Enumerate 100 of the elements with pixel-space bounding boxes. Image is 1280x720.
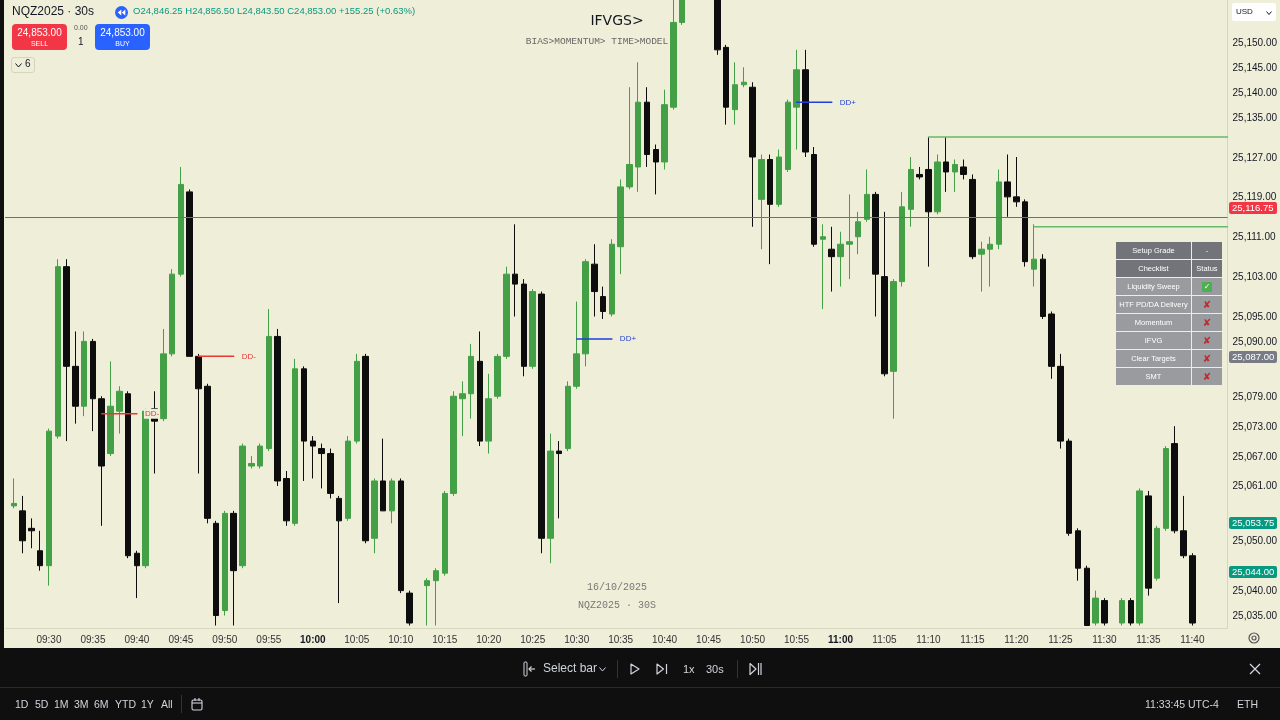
x-tick-label: 09:55 <box>256 633 282 645</box>
x-tick-label: 09:40 <box>124 633 150 645</box>
candlestick <box>362 353 369 544</box>
candlestick <box>872 191 879 317</box>
x-tick-label: 10:00 <box>300 633 327 645</box>
candlestick <box>230 510 237 627</box>
annotation: ✘ <box>1202 352 1212 365</box>
candlestick <box>749 81 756 228</box>
candlestick <box>371 477 378 554</box>
candlestick <box>785 99 791 173</box>
annotation: NQZ2025 · 30s <box>12 4 95 19</box>
candlestick <box>908 156 914 228</box>
candlestick <box>1066 438 1072 537</box>
candlestick <box>345 435 351 522</box>
annotation: NQZ2025 · 30S <box>577 600 657 612</box>
x-tick-label: 09:35 <box>80 633 106 645</box>
candlestick <box>1075 527 1081 582</box>
candlestick <box>600 286 606 320</box>
y-tick-label: 25,095.00 <box>1232 310 1278 322</box>
x-tick-label: 11:40 <box>1180 633 1205 645</box>
candlestick <box>424 577 430 627</box>
candlestick <box>1171 425 1178 534</box>
text: BIAS>MOMENTUM> TIME>MODEL <box>525 36 669 48</box>
text: 3M <box>74 698 89 711</box>
candlestick <box>389 477 395 524</box>
candlestick <box>459 380 466 437</box>
candlestick <box>573 301 580 390</box>
candlestick <box>582 258 589 367</box>
candlestick <box>776 149 782 208</box>
y-tick-label: 25,073.00 <box>1232 420 1278 432</box>
candlestick <box>521 278 527 377</box>
text: 6M <box>94 698 109 711</box>
candlestick <box>679 0 685 26</box>
candlestick <box>274 328 281 487</box>
candlestick <box>292 358 298 527</box>
candlestick <box>55 258 61 440</box>
x-tick-label: 09:30 <box>36 633 62 645</box>
candlestick <box>406 590 413 627</box>
annotation: DD- <box>241 351 257 361</box>
x-tick-label: 10:35 <box>608 633 634 645</box>
candlestick <box>1057 353 1064 450</box>
x-tick-label: 11:30 <box>1092 633 1117 645</box>
text: 1x <box>683 663 695 676</box>
annotation: ✘ <box>1202 316 1212 329</box>
candlestick <box>19 495 26 554</box>
candlestick <box>934 154 941 215</box>
y-tick-label: 25,035.00 <box>1232 610 1278 622</box>
annotation: ✘ <box>1202 298 1212 311</box>
x-tick-label: 10:15 <box>432 633 458 645</box>
candlestick <box>169 268 175 357</box>
candlestick <box>1136 487 1143 627</box>
x-tick-label: 09:50 <box>212 633 238 645</box>
text: 25,087.00 <box>1229 351 1278 363</box>
candlestick <box>222 510 228 617</box>
candlestick <box>828 226 835 293</box>
candlestick <box>1022 198 1028 268</box>
text: 1M <box>54 698 69 711</box>
candlestick <box>1031 223 1037 288</box>
candlestick <box>767 154 773 265</box>
candlestick <box>90 338 96 432</box>
text: 25,053.75 <box>1229 517 1278 529</box>
candlestick <box>485 373 492 455</box>
candlestick <box>758 154 765 250</box>
y-tick-label: 25,145.00 <box>1232 61 1278 73</box>
candlestick <box>890 278 897 420</box>
candlestick <box>609 238 615 317</box>
candlestick <box>626 86 633 190</box>
x-tick-label: 10:20 <box>476 633 502 645</box>
candlestick <box>661 89 668 170</box>
candlestick <box>160 328 167 422</box>
candlestick <box>512 223 518 317</box>
candlestick <box>1004 154 1011 218</box>
y-tick-label: 25,050.00 <box>1232 535 1278 547</box>
candlestick <box>899 191 905 288</box>
candlestick <box>846 193 853 280</box>
candlestick <box>37 530 43 572</box>
x-tick-label: 10:30 <box>564 633 590 645</box>
candlestick <box>468 343 474 420</box>
candlestick <box>547 433 554 564</box>
y-tick-label: 25,111.00 <box>1232 231 1276 243</box>
candlestick <box>1092 590 1099 627</box>
candlestick <box>11 477 17 509</box>
candlestick <box>1048 311 1055 380</box>
candlestick <box>952 158 958 193</box>
candlestick <box>670 0 677 111</box>
candlestick <box>477 330 483 447</box>
candlestick <box>1128 597 1134 627</box>
candlestick <box>46 428 52 587</box>
y-tick-label: 25,040.00 <box>1232 585 1278 597</box>
x-tick-label: 09:45 <box>168 633 194 645</box>
annotation: ✘ <box>1202 334 1212 347</box>
candlestick <box>529 288 536 370</box>
candlestick <box>494 353 501 400</box>
candlestick <box>195 353 202 474</box>
candlestick <box>565 380 571 452</box>
x-tick-label: 10:05 <box>344 633 370 645</box>
candlestick <box>943 136 949 193</box>
candlestick <box>107 360 114 457</box>
x-tick-label: 11:05 <box>872 633 898 645</box>
x-tick-label: 11:20 <box>1004 633 1029 645</box>
